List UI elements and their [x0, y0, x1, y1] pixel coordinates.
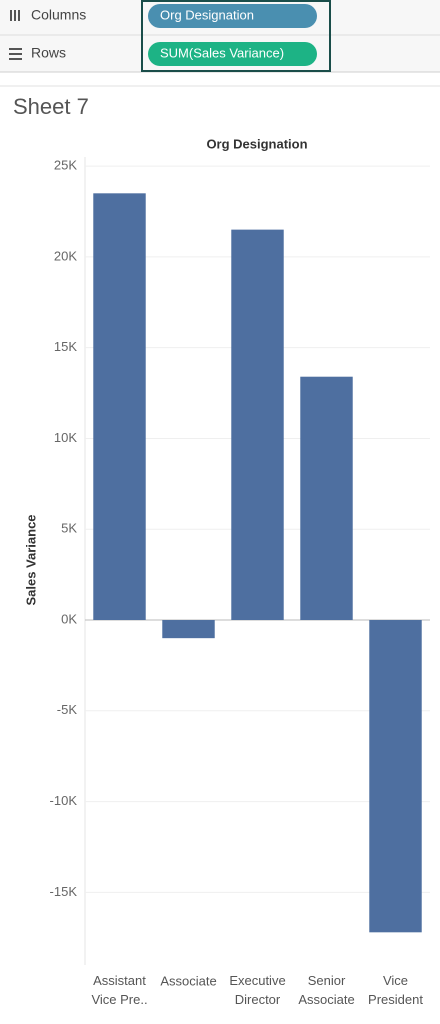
y-tick-label: -10K [50, 793, 78, 808]
sheet-title: Sheet 7 [13, 94, 89, 119]
shelf-label: Rows [31, 45, 66, 61]
pill-label[interactable]: SUM(Sales Variance) [160, 45, 284, 60]
bar [162, 620, 215, 639]
columns-icon [10, 10, 20, 21]
y-axis-title: Sales Variance [23, 514, 38, 605]
y-tick-label: -15K [50, 884, 78, 899]
y-tick-label: 10K [54, 430, 77, 445]
x-tick-label: Senior Associate [298, 973, 354, 1007]
y-tick-label: 20K [54, 248, 77, 263]
bar [300, 376, 353, 621]
rows-icon [9, 48, 22, 60]
y-tick-label: 0K [61, 611, 77, 626]
column-header: Org Designation [206, 136, 307, 151]
pill[interactable] [148, 42, 317, 66]
pill[interactable] [148, 4, 317, 28]
x-tick-label: Assistant Vice Pre.. [91, 973, 147, 1007]
y-tick-label: 15K [54, 339, 77, 354]
x-tick-label: Executive Director [229, 973, 285, 1007]
highlight-box [141, 0, 331, 72]
pill-label[interactable]: Org Designation [160, 7, 254, 22]
bar [369, 620, 422, 933]
bar [93, 193, 146, 621]
y-tick-label: 5K [61, 521, 77, 536]
shelf-label: Columns [31, 7, 86, 23]
y-tick-label: -5K [57, 702, 78, 717]
bar [231, 229, 284, 621]
x-tick-label: Associate [160, 973, 216, 988]
x-tick-label: Vice President [368, 973, 423, 1007]
y-tick-label: 25K [54, 158, 77, 173]
